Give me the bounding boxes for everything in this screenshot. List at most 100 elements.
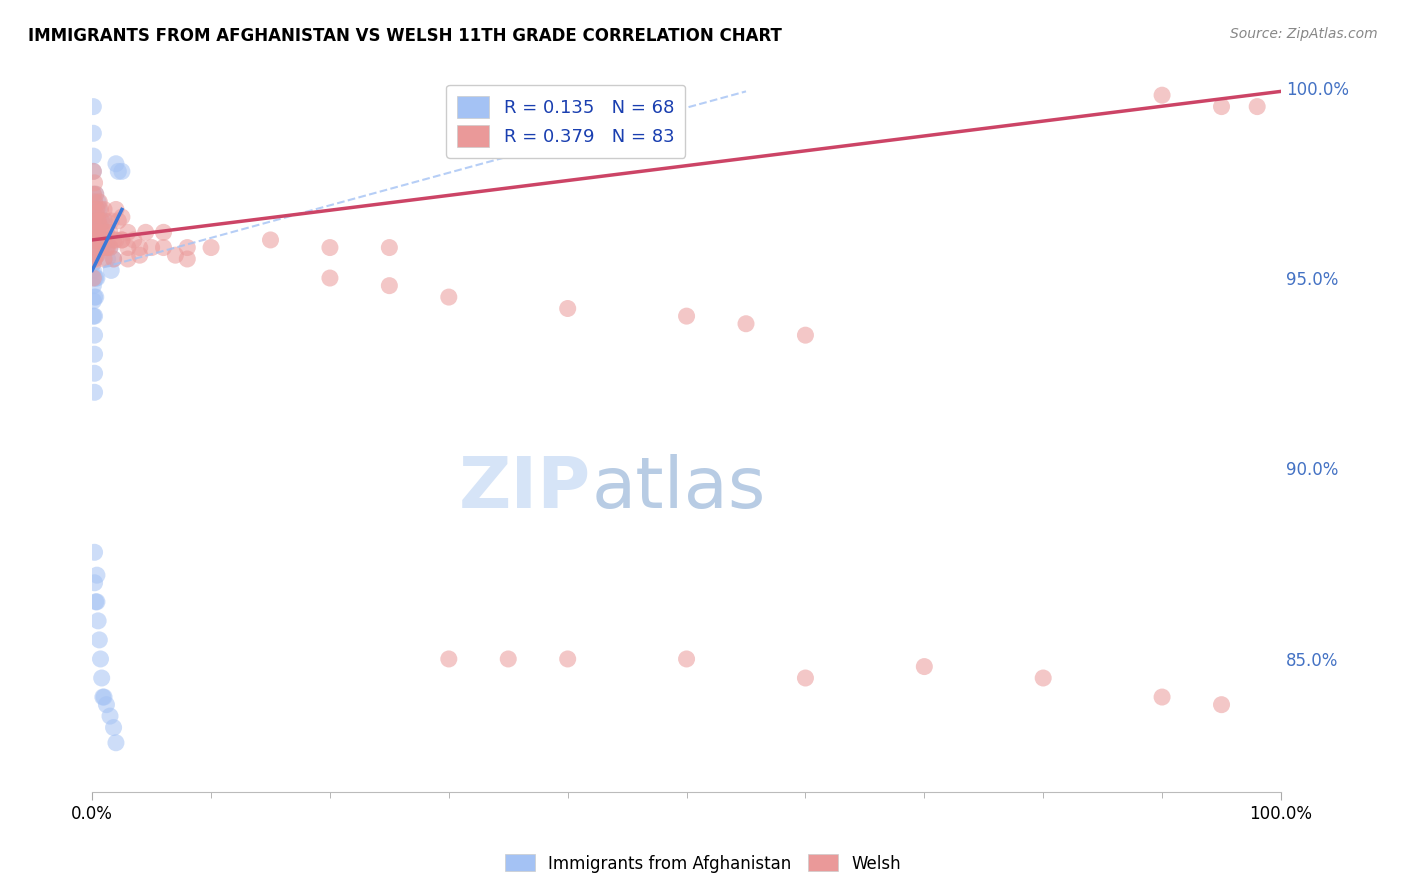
Point [103,252,125,266]
Point [86,248,108,262]
Point [97,241,120,255]
Point [84,241,107,255]
Point [84,187,107,202]
Point [84,290,107,304]
Point [83,233,105,247]
Point [1152,88,1174,103]
Point [84,271,107,285]
Point [83,575,105,590]
Text: atlas: atlas [592,454,766,523]
Point [83,194,105,209]
Point [1032,671,1054,685]
Point [82,164,104,178]
Point [107,214,129,228]
Point [86,225,108,239]
Point [1211,100,1233,114]
Point [96,241,118,255]
Point [83,347,105,361]
Point [117,252,139,266]
Point [82,149,104,163]
Point [100,214,122,228]
Point [200,241,222,255]
Point [117,241,139,255]
Point [82,218,104,232]
Point [259,233,281,247]
Point [319,241,342,255]
Point [107,164,129,178]
Point [378,241,401,255]
Point [176,252,198,266]
Point [104,157,127,171]
Point [83,252,105,266]
Point [83,233,105,247]
Point [675,309,697,323]
Point [93,214,115,228]
Point [82,278,104,293]
Point [141,241,163,255]
Point [82,218,104,232]
Point [794,328,817,343]
Point [111,233,134,247]
Point [87,241,110,255]
Point [84,206,107,220]
Point [496,652,519,666]
Point [89,233,111,247]
Point [89,218,111,232]
Point [89,202,111,217]
Point [1246,100,1268,114]
Point [91,225,114,239]
Point [437,290,460,304]
Point [82,293,104,308]
Point [111,164,134,178]
Point [93,690,115,704]
Point [98,241,121,255]
Point [100,263,122,277]
Point [90,241,112,255]
Point [319,271,342,285]
Point [437,652,460,666]
Point [91,241,114,255]
Point [82,263,104,277]
Point [83,252,105,266]
Point [83,545,105,559]
Point [557,652,579,666]
Point [89,652,111,666]
Point [103,252,125,266]
Point [84,225,107,239]
Point [557,301,579,316]
Point [87,214,110,228]
Point [117,225,139,239]
Point [87,214,110,228]
Point [93,202,115,217]
Point [96,241,118,255]
Point [111,233,134,247]
Point [82,233,104,247]
Point [82,241,104,255]
Point [83,290,105,304]
Point [103,721,125,735]
Point [87,194,110,209]
Point [97,252,120,266]
Point [83,385,105,400]
Point [94,233,117,247]
Point [84,595,107,609]
Point [89,225,111,239]
Point [82,202,104,217]
Point [104,736,127,750]
Text: IMMIGRANTS FROM AFGHANISTAN VS WELSH 11TH GRADE CORRELATION CHART: IMMIGRANTS FROM AFGHANISTAN VS WELSH 11T… [28,27,782,45]
Point [86,225,108,239]
Point [89,632,111,647]
Point [93,233,115,247]
Point [83,194,105,209]
Point [83,176,105,190]
Point [93,252,115,266]
Point [98,709,121,723]
Point [82,241,104,255]
Point [86,248,108,262]
Point [152,241,174,255]
Point [98,241,121,255]
Point [128,241,150,255]
Point [83,271,105,285]
Point [794,671,817,685]
Point [84,187,107,202]
